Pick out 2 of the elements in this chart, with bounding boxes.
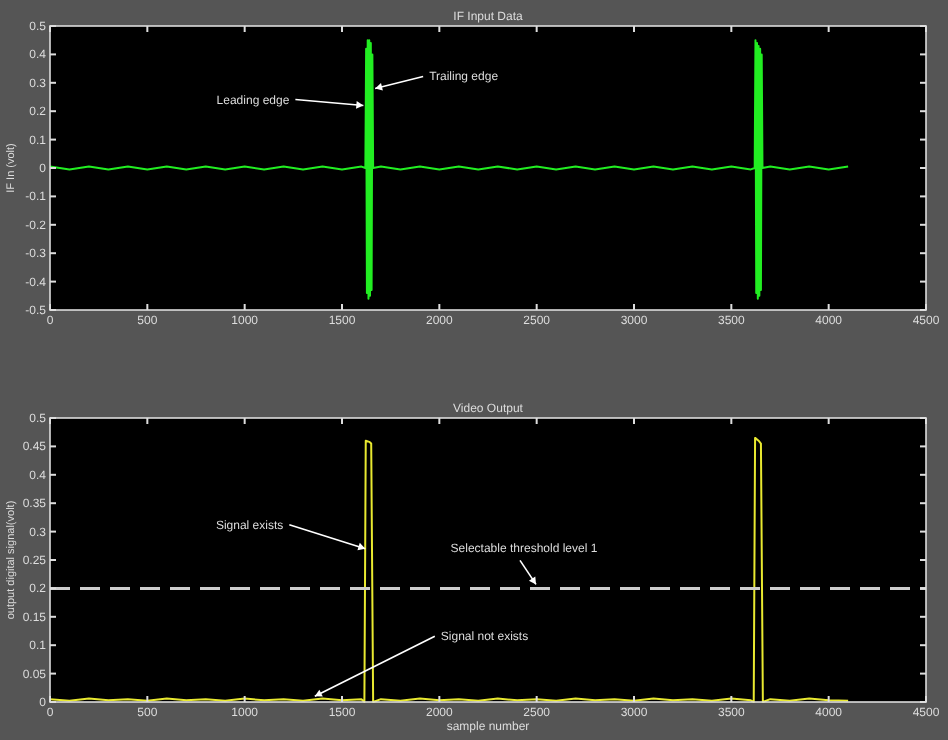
line-series [49, 39, 850, 300]
line-series [49, 436, 850, 703]
